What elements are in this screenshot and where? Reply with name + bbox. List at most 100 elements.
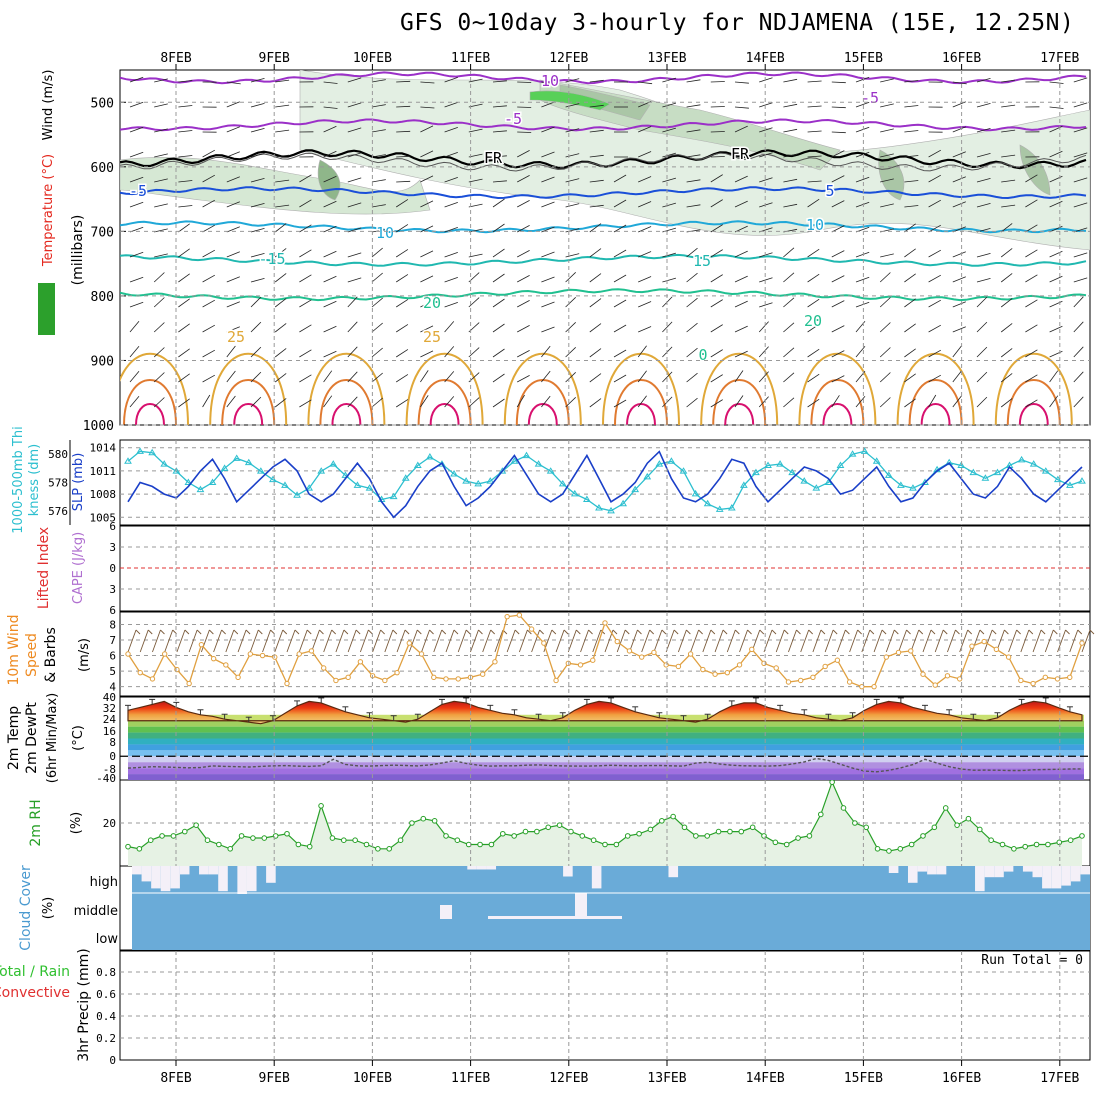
wind-speed-point [516,612,523,618]
pressure-tick-label: 900 [91,354,114,369]
wind-barb-10m [160,629,165,635]
thickness-point [655,460,664,467]
wind-barb [323,225,337,233]
wind-barb [154,253,168,258]
wind-barb-10m [221,629,226,635]
wind-barb [492,298,505,308]
wind-barb [541,151,555,158]
wind-speed-point [981,638,987,645]
wind-barb-10m [563,629,569,635]
wind-barb [855,346,866,358]
wind-speed-point [822,663,828,670]
rh-point [181,828,188,835]
wind-speed-point [675,663,682,670]
wind-barb [371,372,383,383]
rh-point [397,837,404,844]
wind-barb-10m [1020,629,1030,653]
temp-band [128,750,1084,757]
wind-barb [662,102,677,108]
wind-barb [420,81,435,84]
wind-barb-10m [673,629,679,635]
cloud-bar-high [208,866,219,875]
wind-barb [323,125,337,133]
wind-barb [565,228,580,233]
thickness-point [764,461,772,468]
wind-barb [129,76,144,83]
cloud-bar-high [936,866,947,875]
wind-barb [904,298,916,308]
cloud-level-label: high [90,875,118,890]
wind-barb [855,101,870,108]
thickness-tick-label: 576 [48,505,68,518]
temperature-contour [724,403,755,425]
wind-barb [686,272,698,283]
cloud-bar-middle [550,916,622,919]
wind-barb [904,155,919,158]
wind-barb [880,103,894,108]
thickness-point [401,474,410,481]
cloud-bar-high [467,866,477,870]
wind-barb [734,175,748,183]
wind-speed-point [149,676,156,682]
rh-point [590,837,597,844]
wind-barb [807,198,820,208]
wind-barb [226,276,240,283]
wind-barb [517,275,530,283]
thickness-point [534,460,543,467]
wind-barb [589,348,602,358]
thickness-point [607,506,615,514]
rh-point [545,824,552,831]
wind-barb-10m [359,629,369,653]
precip-tick-label: 0.6 [96,988,116,1001]
rh-point [1056,839,1063,846]
wind-barb [686,129,701,133]
date-label-top: 8FEB [160,51,191,66]
wind-barb-10m [722,629,728,635]
wind-barb [1049,325,1063,333]
wind-barb [1000,373,1013,383]
rh-point [840,805,847,811]
rh-point [420,815,427,822]
wind-barb [202,274,215,283]
wind-barb [250,228,265,233]
wind-barb [1001,154,1016,158]
wind-speed-point [541,640,547,646]
wind-barb [129,321,140,333]
wind-barb [734,81,749,84]
wind-barb [153,347,165,358]
wind-barb-10m [906,629,911,635]
wind-barb [517,325,530,333]
wind-speed-point [663,662,669,668]
wind-barb [758,396,769,408]
wind-barb [444,152,458,158]
wind-barb-10m [213,629,223,653]
wind-tick-label: 5 [109,665,116,678]
wind-barb [395,274,409,283]
wind-barb-10m [1077,629,1083,635]
wind-barb [347,202,362,208]
temperature-contour [527,403,558,425]
wind-barb [275,129,290,133]
rh-point [897,846,904,852]
thickness-point [522,451,531,459]
wind-barb-10m [237,629,247,653]
wind-barb [395,374,409,383]
thickness-point [595,504,603,511]
wind-barb [178,155,193,158]
contour-label: 0 [698,346,707,364]
wind-barb [323,175,337,183]
temp-band [128,744,1084,751]
wind-barb [1073,177,1088,183]
wind-barb [541,326,555,333]
wind-barb [202,324,215,333]
cloud-bar-high [668,866,679,878]
rh-point [783,841,790,848]
wind-barb-10m [184,629,190,635]
wind-barb [928,249,941,258]
thickness-point [993,468,1002,476]
pressure-tick-label: 600 [91,161,114,176]
rh-point [431,818,438,824]
wind-barb-10m [934,629,944,653]
wind-barb [638,126,652,133]
wind-barb [323,200,337,208]
